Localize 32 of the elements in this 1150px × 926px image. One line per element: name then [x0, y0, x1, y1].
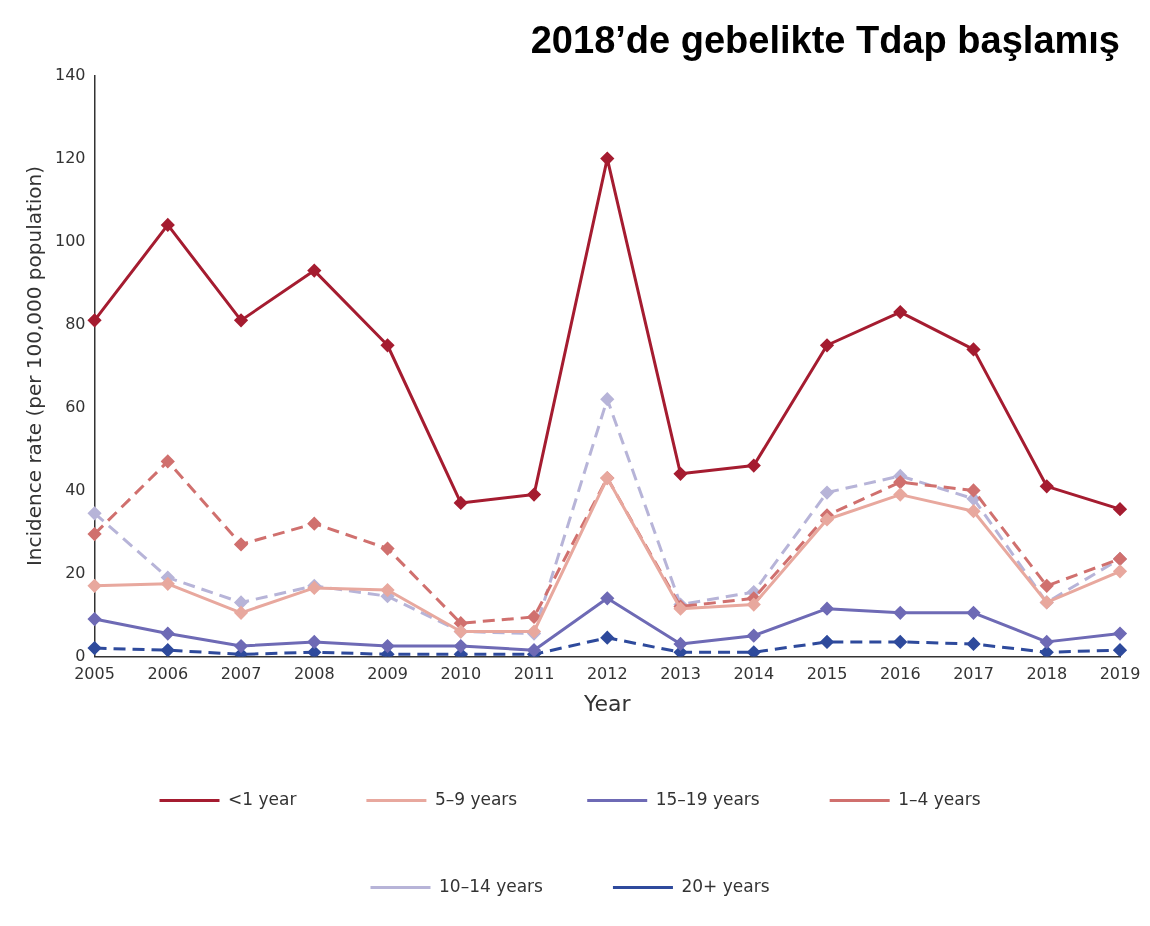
- x-tick-label: 2018: [1026, 664, 1068, 684]
- legend-label: 1–4 years: [898, 788, 981, 809]
- x-tick-label: 2009: [367, 664, 408, 684]
- legend-label: <1 year: [228, 788, 297, 809]
- x-tick-label: 2013: [660, 664, 701, 684]
- y-tick-label: 0: [75, 645, 86, 665]
- x-tick-label: 2012: [586, 664, 628, 684]
- x-tick-label: 2014: [733, 664, 775, 684]
- y-tick-label: 20: [65, 562, 86, 582]
- y-tick-label: 60: [65, 396, 86, 416]
- y-tick-label: 140: [54, 64, 86, 84]
- x-tick-label: 2005: [74, 664, 115, 684]
- y-tick-label: 100: [54, 230, 86, 250]
- x-tick-label: 2016: [879, 664, 921, 684]
- x-tick-label: 2008: [293, 664, 335, 684]
- x-tick-label: 2019: [1099, 664, 1141, 684]
- y-axis-title: Incidence rate (per 100,000 population): [22, 165, 47, 567]
- legend-label: 5–9 years: [434, 788, 518, 809]
- x-tick-label: 2015: [806, 664, 848, 684]
- x-tick-label: 2006: [147, 664, 189, 684]
- x-tick-label: 2011: [513, 664, 555, 684]
- legend-label: 15–19 years: [655, 788, 760, 809]
- legend-label: 10–14 years: [438, 875, 544, 896]
- y-tick-label: 80: [65, 313, 86, 333]
- x-tick-label: 2017: [953, 664, 994, 684]
- x-tick-label: 2010: [440, 664, 482, 684]
- chart-title: 2018’de gebelikte Tdap başlamış: [530, 19, 1120, 62]
- legend-label: 20+ years: [681, 875, 770, 896]
- y-tick-label: 40: [65, 479, 86, 499]
- y-tick-label: 120: [54, 147, 86, 167]
- x-axis-title: Year: [582, 690, 632, 716]
- x-tick-label: 2007: [220, 664, 262, 684]
